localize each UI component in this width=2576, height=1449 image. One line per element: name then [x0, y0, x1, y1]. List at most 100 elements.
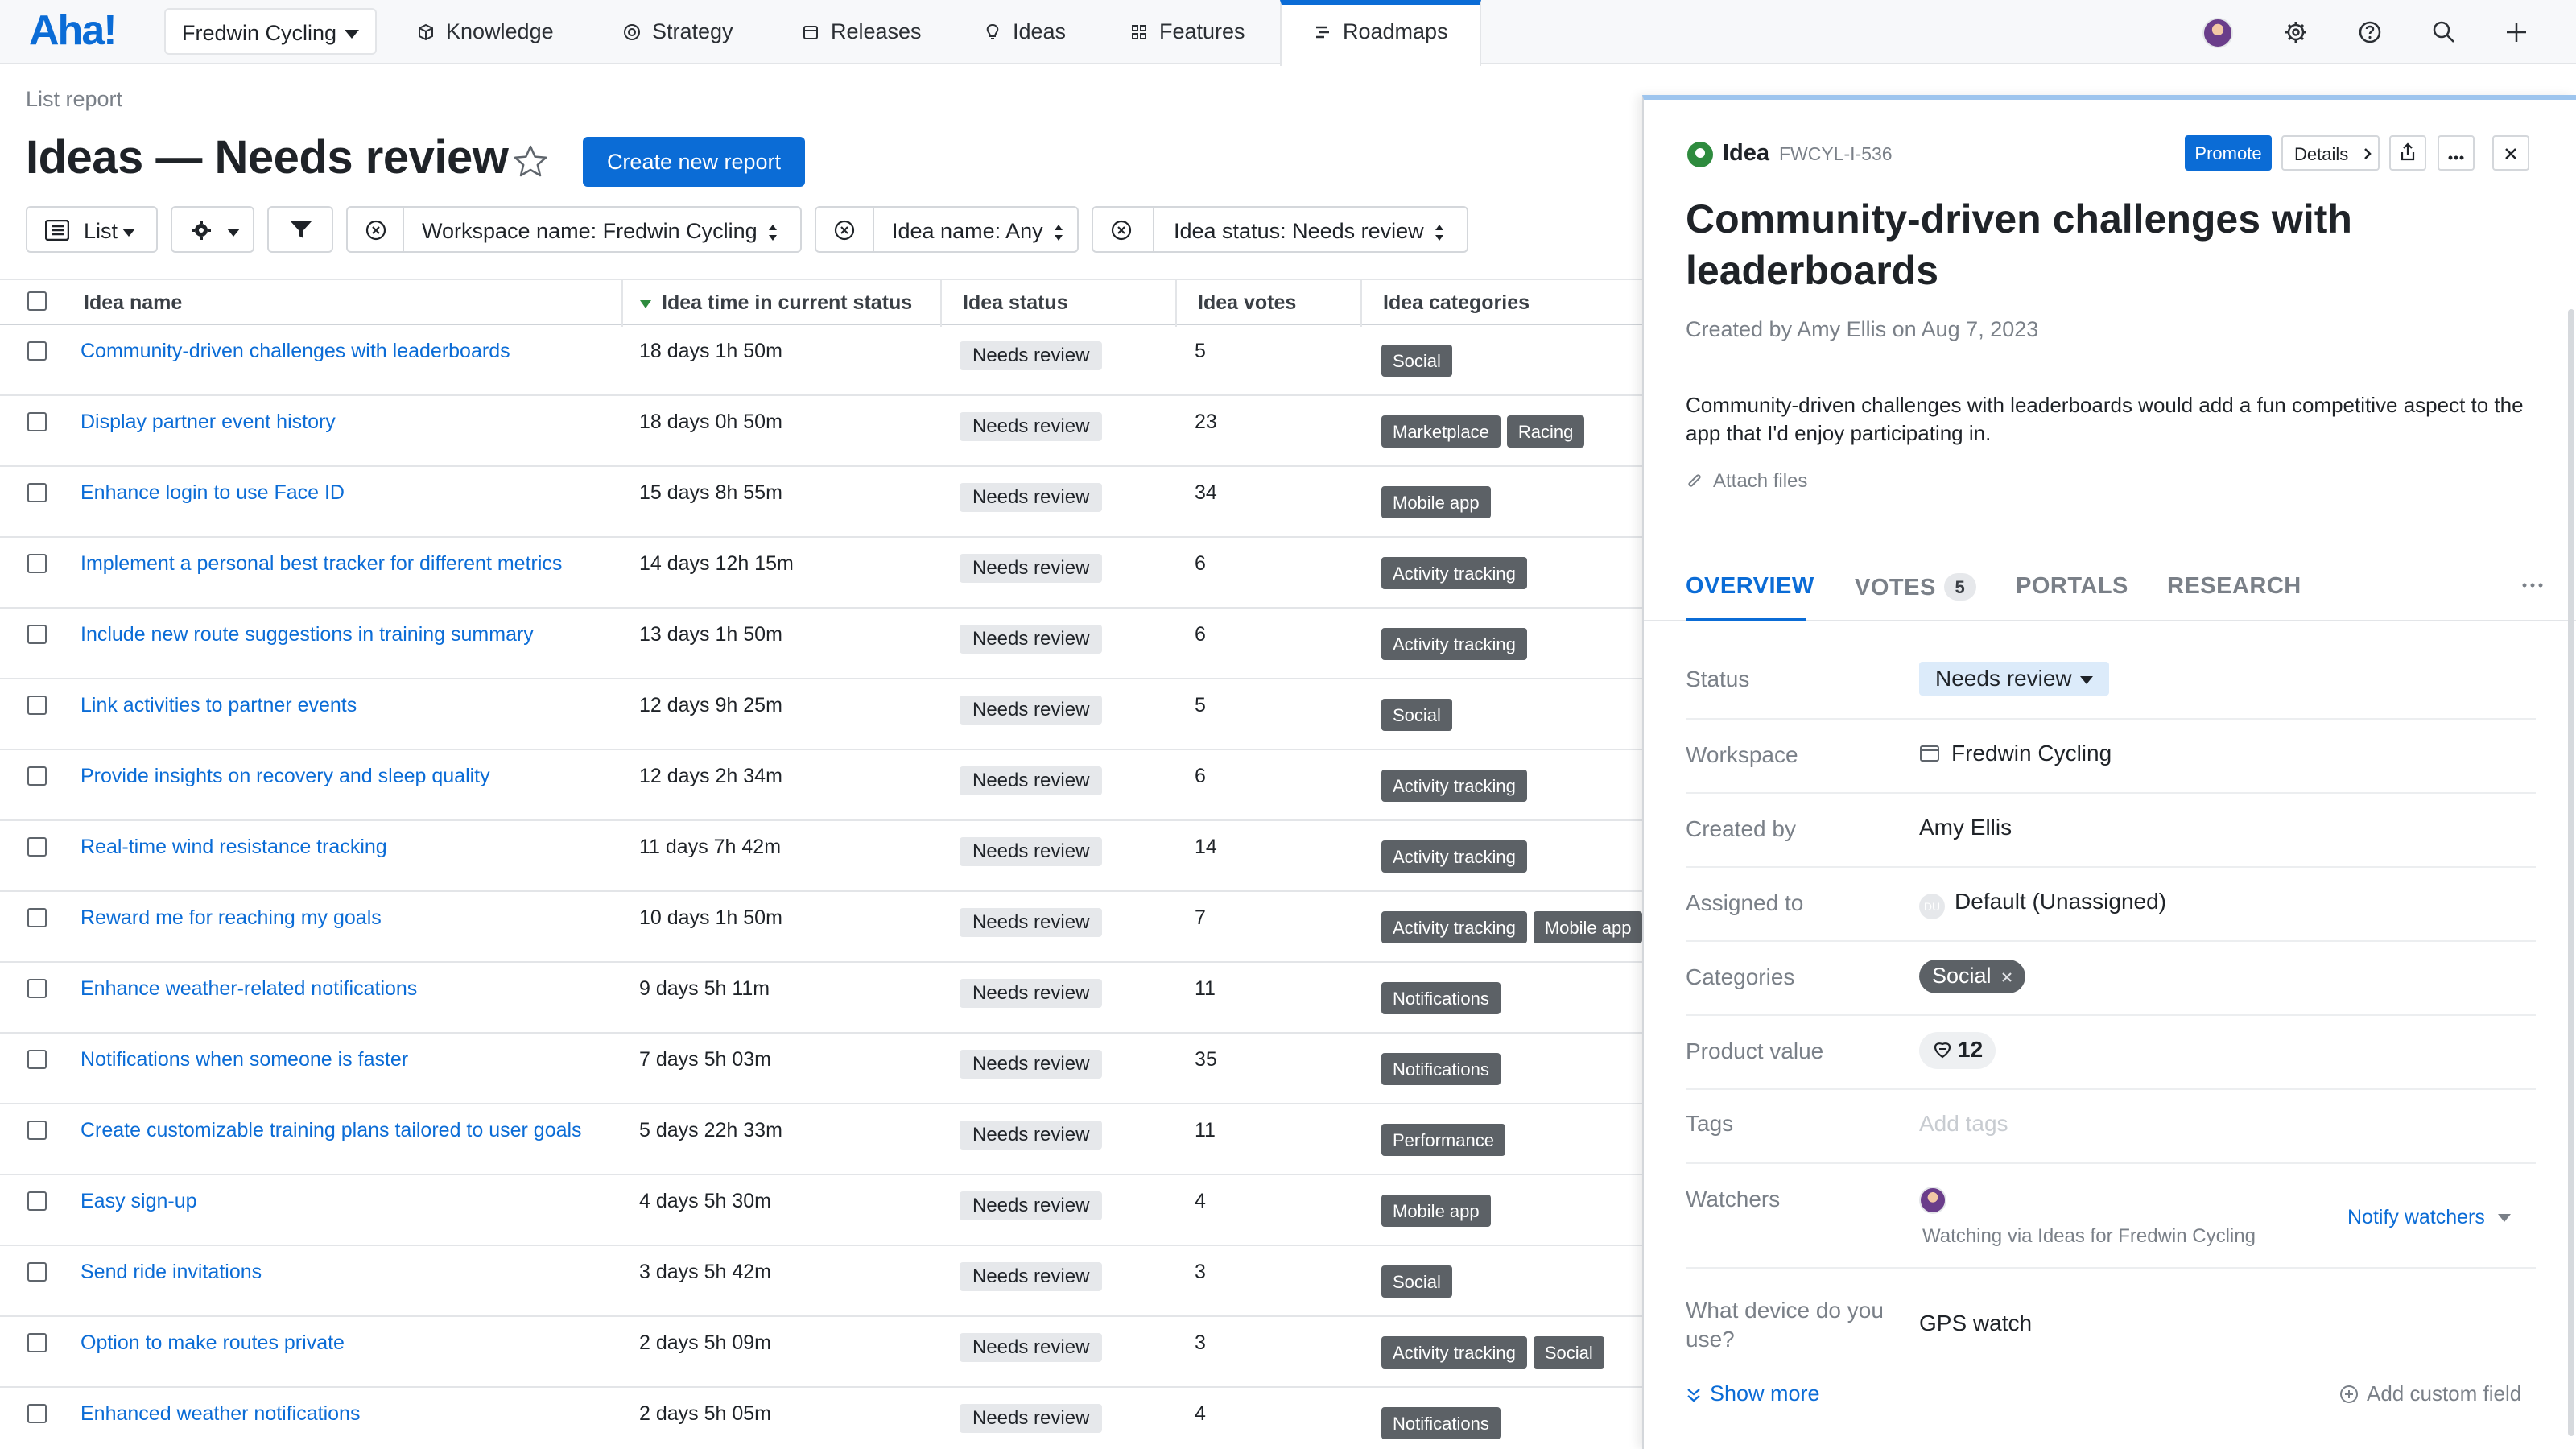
remove-filter-icon[interactable] [834, 220, 855, 241]
idea-name-link[interactable]: Enhance weather-related notifications [80, 977, 418, 1000]
row-checkbox[interactable] [27, 1262, 47, 1282]
column-header-idea-name[interactable]: Idea name [84, 291, 183, 314]
row-checkbox[interactable] [27, 412, 47, 431]
idea-name-link[interactable]: Reward me for reaching my goals [80, 906, 382, 929]
workspace-value[interactable]: Fredwin Cycling [1919, 741, 2112, 766]
panel-scrollbar[interactable] [2568, 309, 2574, 1436]
settings-dropdown[interactable] [171, 206, 254, 253]
promote-button[interactable]: Promote [2185, 135, 2272, 171]
category-pill[interactable]: Social [1919, 960, 2025, 993]
remove-category-icon[interactable] [2001, 972, 2013, 983]
idea-name-link[interactable]: Create customizable training plans tailo… [80, 1119, 582, 1141]
row-checkbox[interactable] [27, 979, 47, 998]
idea-name-link[interactable]: Provide insights on recovery and sleep q… [80, 765, 490, 787]
column-header-time[interactable]: Idea time in current status [662, 291, 913, 314]
gear-icon[interactable] [2281, 18, 2310, 47]
watcher-avatar[interactable] [1919, 1187, 1946, 1214]
nav-tab-ideas[interactable]: Ideas [984, 0, 1066, 64]
workspace-selector[interactable]: Fredwin Cycling [164, 8, 377, 55]
select-all-checkbox[interactable] [27, 291, 47, 311]
plus-icon[interactable] [2502, 18, 2531, 47]
aha-logo[interactable]: Aha! [29, 7, 118, 54]
table-row[interactable]: Option to make routes private 2 days 5h 0… [0, 1317, 1642, 1388]
column-header-categories[interactable]: Idea categories [1383, 291, 1530, 314]
row-checkbox[interactable] [27, 1050, 47, 1069]
tab-overview[interactable]: OVERVIEW [1686, 573, 1814, 599]
tags-input[interactable]: Add tags [1919, 1111, 2008, 1136]
row-checkbox[interactable] [27, 554, 47, 573]
details-button[interactable]: Details [2281, 135, 2380, 171]
row-checkbox[interactable] [27, 1404, 47, 1423]
idea-name-link[interactable]: Enhanced weather notifications [80, 1402, 361, 1425]
filter-idea-status[interactable]: Idea status: Needs review [1092, 206, 1468, 253]
assigned-to-value[interactable]: DU Default (Unassigned) [1919, 889, 2166, 919]
table-row[interactable]: Display partner event history 18 days 0h … [0, 396, 1642, 467]
table-row[interactable]: Easy sign-up 4 days 5h 30m Needs review 4 Mo… [0, 1175, 1642, 1246]
row-checkbox[interactable] [27, 625, 47, 644]
table-row[interactable]: Enhanced weather notifications 2 days 5h … [0, 1388, 1642, 1449]
nav-tab-knowledge[interactable]: Knowledge [417, 0, 554, 64]
idea-name-link[interactable]: Option to make routes private [80, 1331, 345, 1354]
column-header-votes[interactable]: Idea votes [1198, 291, 1297, 314]
remove-filter-icon[interactable] [1111, 220, 1132, 241]
nav-tab-strategy[interactable]: Strategy [623, 0, 733, 64]
device-value[interactable]: GPS watch [1919, 1311, 2033, 1335]
breadcrumb[interactable]: List report [26, 87, 123, 111]
help-icon[interactable] [2355, 18, 2384, 47]
column-header-status[interactable]: Idea status [963, 291, 1068, 314]
table-row[interactable]: Include new route suggestions in trainin… [0, 609, 1642, 679]
row-checkbox[interactable] [27, 341, 47, 361]
add-custom-field-button[interactable]: Add custom field [2339, 1381, 2521, 1406]
table-row[interactable]: Enhance weather-related notifications 9 d… [0, 963, 1642, 1034]
filter-button[interactable] [267, 206, 333, 253]
star-icon[interactable] [512, 143, 549, 180]
created-by-value[interactable]: Amy Ellis [1919, 815, 2013, 840]
table-row[interactable]: Create customizable training plans tailo… [0, 1104, 1642, 1175]
filter-workspace-name[interactable]: Workspace name: Fredwin Cycling [346, 206, 802, 253]
idea-name-link[interactable]: Display partner event history [80, 411, 336, 433]
idea-name-link[interactable]: Link activities to partner events [80, 694, 357, 716]
nav-tab-releases[interactable]: Releases [802, 0, 922, 64]
row-checkbox[interactable] [27, 1191, 47, 1211]
idea-name-link[interactable]: Send ride invitations [80, 1261, 262, 1283]
show-more-link[interactable]: Show more [1686, 1381, 1820, 1406]
row-checkbox[interactable] [27, 1121, 47, 1140]
table-row[interactable]: Reward me for reaching my goals 10 days 1… [0, 892, 1642, 963]
product-value-score[interactable]: 12 [1919, 1032, 1996, 1069]
nav-tab-features[interactable]: Features [1130, 0, 1245, 64]
row-checkbox[interactable] [27, 766, 47, 786]
row-checkbox[interactable] [27, 696, 47, 715]
table-row[interactable]: Send ride invitations 3 days 5h 42m Needs … [0, 1246, 1642, 1317]
idea-name-link[interactable]: Easy sign-up [80, 1190, 197, 1212]
record-id[interactable]: FWCYL-I-536 [1779, 143, 1893, 164]
table-row[interactable]: Real-time wind resistance tracking 11 day… [0, 821, 1642, 892]
row-checkbox[interactable] [27, 837, 47, 857]
idea-name-link[interactable]: Notifications when someone is faster [80, 1048, 409, 1071]
create-new-report-button[interactable]: Create new report [583, 137, 805, 187]
row-checkbox[interactable] [27, 1333, 47, 1352]
row-checkbox[interactable] [27, 908, 47, 927]
tab-votes[interactable]: VOTES 5 [1855, 573, 1976, 601]
idea-title[interactable]: Community-driven challenges with leaderb… [1686, 196, 2352, 293]
filter-idea-name[interactable]: Idea name: Any [815, 206, 1079, 253]
search-icon[interactable] [2429, 18, 2458, 47]
attach-files-link[interactable]: Attach files [1686, 470, 1807, 493]
share-button[interactable] [2389, 135, 2426, 171]
idea-name-link[interactable]: Enhance login to use Face ID [80, 481, 345, 504]
more-actions-button[interactable] [2438, 135, 2475, 171]
table-row[interactable]: Provide insights on recovery and sleep q… [0, 750, 1642, 821]
notify-watchers-dropdown[interactable]: Notify watchers [2347, 1206, 2511, 1229]
row-checkbox[interactable] [27, 483, 47, 502]
idea-name-link[interactable]: Community-driven challenges with leaderb… [80, 340, 510, 362]
table-row[interactable]: Notifications when someone is faster 7 da… [0, 1034, 1642, 1104]
nav-tab-roadmaps[interactable]: Roadmaps [1280, 0, 1481, 66]
idea-name-link[interactable]: Include new route suggestions in trainin… [80, 623, 534, 646]
table-row[interactable]: Link activities to partner events 12 days… [0, 679, 1642, 750]
tab-portals[interactable]: PORTALS [2016, 573, 2128, 599]
table-row[interactable]: Enhance login to use Face ID 15 days 8h 5… [0, 467, 1642, 538]
idea-description[interactable]: Community-driven challenges with leaderb… [1686, 393, 2524, 445]
idea-name-link[interactable]: Real-time wind resistance tracking [80, 836, 387, 858]
user-avatar[interactable] [2202, 18, 2233, 48]
idea-name-link[interactable]: Implement a personal best tracker for di… [80, 552, 563, 575]
tab-research[interactable]: RESEARCH [2167, 573, 2301, 599]
